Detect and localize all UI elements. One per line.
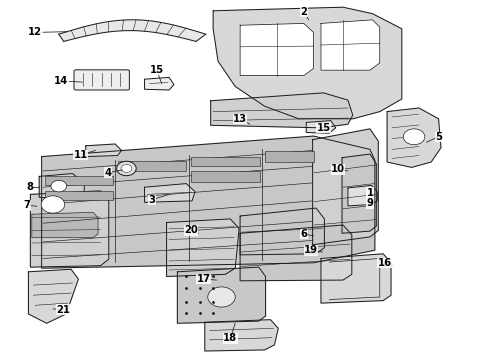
Text: 10: 10 (331, 164, 345, 174)
Polygon shape (321, 20, 380, 70)
Text: 19: 19 (304, 245, 318, 255)
Text: 12: 12 (28, 27, 42, 37)
Circle shape (117, 161, 136, 176)
Polygon shape (28, 269, 78, 323)
Polygon shape (205, 320, 278, 351)
FancyBboxPatch shape (74, 70, 129, 90)
Bar (45, 176, 113, 185)
Polygon shape (213, 7, 402, 119)
Polygon shape (177, 267, 266, 323)
Polygon shape (321, 254, 391, 303)
Polygon shape (240, 225, 352, 281)
Circle shape (403, 129, 425, 145)
Polygon shape (342, 154, 376, 233)
Bar (265, 151, 314, 162)
Circle shape (51, 180, 67, 192)
Bar (45, 191, 113, 200)
Text: 16: 16 (378, 258, 392, 268)
Text: 3: 3 (148, 195, 155, 205)
Polygon shape (240, 208, 324, 255)
Bar (191, 157, 260, 166)
Polygon shape (32, 212, 98, 238)
Polygon shape (167, 219, 239, 276)
Circle shape (208, 287, 235, 307)
Polygon shape (387, 108, 441, 167)
Text: 9: 9 (367, 198, 373, 208)
Text: 2: 2 (300, 6, 307, 17)
Text: 15: 15 (317, 123, 330, 133)
Bar (118, 161, 186, 171)
Text: 5: 5 (435, 132, 442, 142)
Polygon shape (313, 129, 378, 245)
Polygon shape (240, 23, 314, 76)
Text: 8: 8 (26, 182, 33, 192)
Text: 4: 4 (104, 168, 111, 178)
Polygon shape (306, 121, 336, 133)
Polygon shape (145, 77, 174, 90)
Bar (191, 171, 260, 182)
Polygon shape (145, 184, 195, 202)
Text: 13: 13 (233, 114, 247, 124)
Text: 1: 1 (367, 188, 373, 198)
Text: 11: 11 (74, 150, 88, 160)
Text: 14: 14 (54, 76, 69, 86)
Polygon shape (59, 20, 206, 41)
Polygon shape (30, 191, 109, 267)
Text: 6: 6 (300, 229, 307, 239)
Circle shape (121, 165, 132, 172)
Text: 17: 17 (196, 274, 210, 284)
Polygon shape (42, 136, 375, 268)
Polygon shape (211, 93, 353, 128)
Polygon shape (86, 144, 122, 157)
Text: 18: 18 (223, 333, 237, 343)
Circle shape (41, 196, 65, 213)
Polygon shape (348, 185, 377, 206)
Text: 20: 20 (184, 225, 198, 235)
Text: 7: 7 (24, 200, 30, 210)
Polygon shape (39, 174, 84, 200)
Text: 15: 15 (150, 65, 164, 75)
Text: 21: 21 (57, 305, 71, 315)
